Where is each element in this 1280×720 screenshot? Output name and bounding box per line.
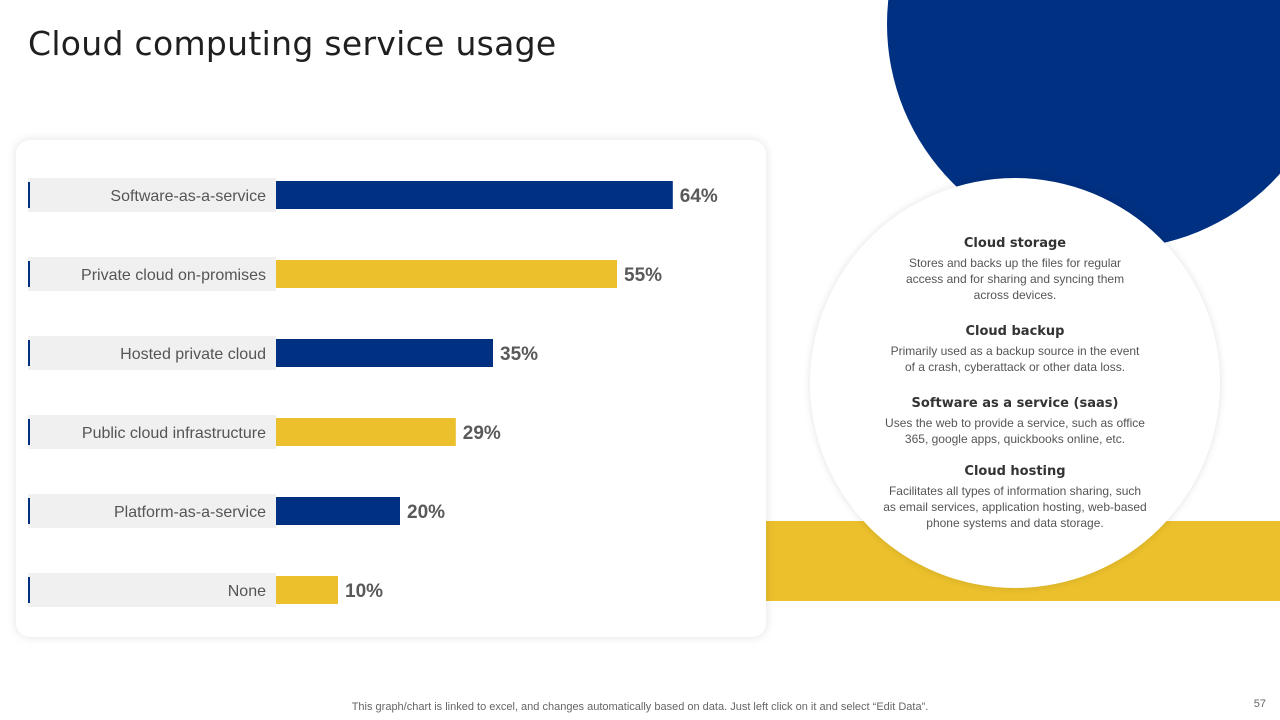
category-label-bg bbox=[28, 257, 276, 291]
page-number: 57 bbox=[1253, 698, 1266, 710]
category-label-bg bbox=[28, 415, 276, 449]
category-label: Public cloud infrastructure bbox=[82, 425, 266, 442]
info-line: 365, google apps, quickbooks online, etc… bbox=[904, 432, 1126, 446]
bar-value-label: 35% bbox=[500, 344, 538, 365]
category-label-bg bbox=[28, 178, 276, 212]
category-label-bg bbox=[28, 494, 276, 528]
category-marker bbox=[28, 498, 30, 524]
info-title: Software as a service (saas) bbox=[911, 396, 1119, 411]
bar[interactable] bbox=[276, 339, 493, 367]
category-label: Private cloud on-promises bbox=[81, 267, 266, 284]
bar[interactable] bbox=[276, 418, 456, 446]
bar[interactable] bbox=[276, 497, 400, 525]
info-line: phone systems and data storage. bbox=[926, 516, 1104, 530]
info-line: across devices. bbox=[973, 288, 1057, 302]
info-item-cloud-hosting: Cloud hosting Facilitates all types of i… bbox=[865, 464, 1165, 531]
info-description: Facilitates all types of information sha… bbox=[865, 483, 1165, 531]
info-line: Stores and backs up the files for regula… bbox=[908, 256, 1122, 270]
info-description: Stores and backs up the files for regula… bbox=[865, 255, 1165, 303]
info-line: Uses the web to provide a service, such … bbox=[885, 416, 1145, 430]
bar[interactable] bbox=[276, 260, 617, 288]
info-item-cloud-backup: Cloud backup Primarily used as a backup … bbox=[865, 324, 1165, 375]
info-title: Cloud hosting bbox=[964, 464, 1066, 479]
info-line: Primarily used as a backup source in the… bbox=[890, 344, 1140, 358]
chart-card[interactable]: Software-as-a-service 64% Private cloud on… bbox=[16, 140, 766, 637]
category-label: Hosted private cloud bbox=[120, 346, 266, 363]
info-item-cloud-storage: Cloud storage Stores and backs up the fi… bbox=[865, 236, 1165, 303]
footnote: This graph/chart is linked to excel, and… bbox=[351, 701, 929, 713]
bar-value-label: 55% bbox=[624, 265, 662, 286]
category-label-bg bbox=[28, 573, 276, 607]
info-item-saas: Software as a service (saas) Uses the we… bbox=[865, 396, 1165, 447]
category-marker bbox=[28, 340, 30, 366]
info-circle: Cloud storage Stores and backs up the fi… bbox=[810, 178, 1220, 588]
info-description: Uses the web to provide a service, such … bbox=[865, 415, 1165, 447]
category-label: None bbox=[228, 583, 266, 600]
category-marker bbox=[28, 419, 30, 445]
info-title: Cloud backup bbox=[965, 324, 1065, 339]
bar-value-label: 29% bbox=[463, 423, 501, 444]
info-title: Cloud storage bbox=[963, 236, 1067, 251]
bar-value-label: 10% bbox=[345, 581, 383, 602]
slide-title: Cloud computing service usage bbox=[28, 24, 557, 63]
category-marker bbox=[28, 182, 30, 208]
category-label-bg bbox=[28, 336, 276, 370]
category-label: Software-as-a-service bbox=[110, 188, 266, 205]
info-line: of a crash, cyberattack or other data lo… bbox=[904, 360, 1126, 374]
bar[interactable] bbox=[276, 181, 673, 209]
info-description: Primarily used as a backup source in the… bbox=[865, 343, 1165, 375]
bar-chart[interactable]: Software-as-a-service 64% Private cloud on… bbox=[16, 140, 766, 637]
info-line: as email services, application hosting, … bbox=[883, 500, 1147, 514]
info-line: access and for sharing and syncing them bbox=[905, 272, 1125, 286]
info-line: Facilitates all types of information sha… bbox=[888, 484, 1142, 498]
category-marker bbox=[28, 261, 30, 287]
category-marker bbox=[28, 577, 30, 603]
bar-value-label: 20% bbox=[407, 502, 445, 523]
bar-value-label: 64% bbox=[680, 186, 718, 207]
category-label: Platform-as-a-service bbox=[114, 504, 266, 521]
bar[interactable] bbox=[276, 576, 338, 604]
